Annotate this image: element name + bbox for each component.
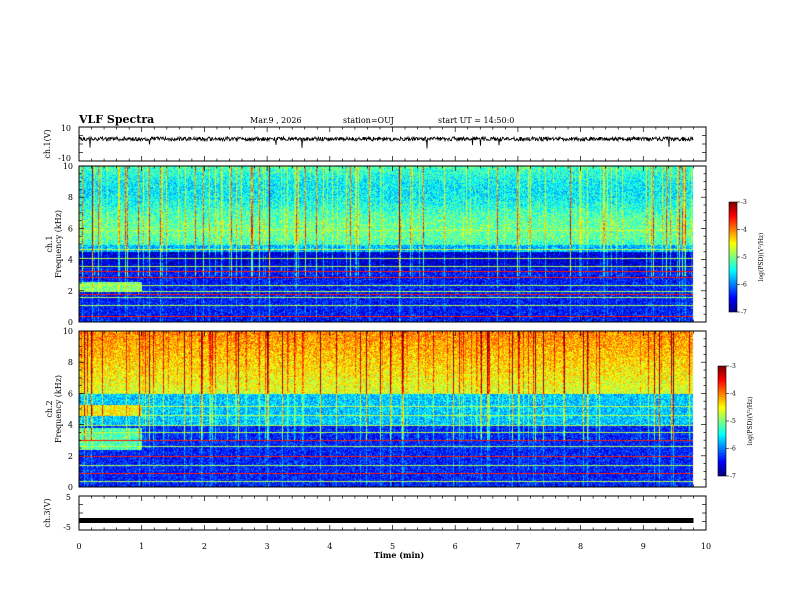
time-axis-label: Time (min) — [374, 550, 424, 560]
ch1-waveform-frame — [78, 126, 707, 162]
ch2-colorbar — [718, 366, 726, 476]
ch2-colorbar-tick--5: -5 — [730, 418, 736, 425]
time-xtick-0: 0 — [76, 542, 81, 551]
ch2-spectrogram-ylabel-line1: ch.2 — [45, 400, 54, 417]
ch2-spectrogram-plot — [79, 331, 706, 487]
ch1-spectrogram-ytick-0: 0 — [68, 318, 73, 327]
ch1-colorbar-tick--5: -5 — [741, 254, 747, 261]
ch3-ytick-top: 5 — [66, 493, 71, 502]
ch3-waveform-trace — [79, 518, 694, 523]
ch1-spectrogram-plot — [79, 166, 706, 322]
ch2-spectrogram-ytick-8: 8 — [68, 358, 73, 367]
time-xtick-6: 6 — [453, 542, 458, 551]
ch1-colorbar-tick--7: -7 — [741, 309, 747, 316]
ch1-colorbar-label: log(PSD)(V²/Hz) — [758, 233, 765, 282]
time-xtick-4: 4 — [327, 542, 332, 551]
ch2-spectrogram-ytick-0: 0 — [68, 483, 73, 492]
time-xtick-7: 7 — [515, 542, 520, 551]
ch2-colorbar-tick--3: -3 — [730, 363, 736, 370]
ch1-waveform-trace — [78, 135, 694, 149]
time-xtick-9: 9 — [641, 542, 646, 551]
start-ut-label: start UT = 14:50:0 — [438, 116, 514, 125]
ch2-spectrogram-ytick-4: 4 — [68, 421, 73, 430]
ch1-colorbar-tick--6: -6 — [741, 282, 747, 289]
figure-title: VLF Spectra — [78, 113, 154, 126]
ch2-spectrogram-ytick-2: 2 — [68, 452, 73, 461]
ch2-spectrogram-ytick-10: 10 — [63, 327, 73, 336]
ch2-spectrogram-ylabel-line2: Frequency (kHz) — [54, 375, 63, 443]
ch1-spectrogram-ytick-4: 4 — [68, 256, 73, 265]
station-label: station=OUJ — [343, 116, 394, 125]
ch1-spectrogram-ytick-10: 10 — [63, 162, 73, 171]
ch1-ytick-bottom: -10 — [58, 154, 71, 163]
ch1-waveform-panel: 10 -10 ch.1(V) — [43, 124, 707, 163]
ch1-colorbar-tick--4: -4 — [741, 227, 747, 234]
ch1-spectrogram-ylabel-line1: ch.1 — [45, 235, 54, 252]
ch2-colorbar-tick--6: -6 — [730, 446, 736, 453]
ch3-ytick-bottom: -5 — [63, 523, 71, 532]
time-xtick-5: 5 — [390, 542, 395, 551]
ch2-colorbar-tick--4: -4 — [730, 391, 736, 398]
ch2-colorbar-label: log(PSD)(V²/Hz) — [747, 397, 754, 446]
ch1-colorbar — [729, 202, 737, 312]
ch1-spectrogram-ytick-8: 8 — [68, 193, 73, 202]
time-xtick-10: 10 — [701, 542, 711, 551]
ch1-spectrogram-ytick-2: 2 — [68, 287, 73, 296]
ch3-waveform-ylabel: ch.3(V) — [43, 498, 52, 527]
ch1-ytick-top: 10 — [61, 124, 71, 133]
date-label: Mar.9 , 2026 — [250, 116, 302, 125]
ch1-waveform-ylabel: ch.1(V) — [43, 129, 52, 158]
ch1-colorbar-tick--3: -3 — [741, 199, 747, 206]
ch1-spectrogram-ytick-6: 6 — [68, 224, 73, 233]
ch3-waveform-panel: 5 -5 ch.3(V) 0 1 2 3 4 5 6 7 8 9 10 Time (min) — [43, 493, 711, 560]
time-xtick-1: 1 — [139, 542, 144, 551]
time-xtick-2: 2 — [202, 542, 207, 551]
ch2-colorbar-tick--7: -7 — [730, 473, 736, 480]
ch1-waveform-path — [78, 135, 694, 149]
time-xtick-8: 8 — [578, 542, 583, 551]
time-xtick-3: 3 — [265, 542, 270, 551]
ch3-waveform-frame — [78, 495, 707, 531]
ch2-spectrogram-ytick-6: 6 — [68, 389, 73, 398]
ch1-spectrogram-ylabel-line2: Frequency (kHz) — [54, 210, 63, 278]
